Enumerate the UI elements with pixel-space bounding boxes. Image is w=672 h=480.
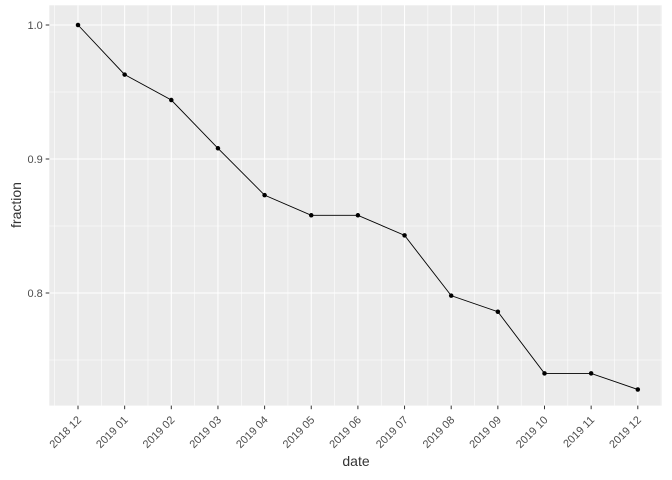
data-point	[262, 192, 267, 198]
x-tick-label: 2019 02	[141, 414, 178, 451]
data-point	[215, 146, 221, 151]
x-tick-label: 2019 12	[607, 414, 644, 451]
y-tick-label: 0.8	[28, 288, 43, 300]
panel-background	[49, 5, 663, 406]
data-point	[402, 233, 407, 238]
x-tick-label: 2019 11	[561, 414, 597, 450]
data-point	[635, 387, 641, 392]
y-tick-label: 0.9	[28, 154, 43, 166]
x-tick-label: 2019 03	[187, 414, 224, 451]
x-tick-label: 2019 09	[467, 414, 504, 451]
x-tick-label: 2019 05	[281, 414, 318, 451]
data-point	[495, 309, 501, 315]
data-point	[588, 371, 594, 376]
data-point	[75, 22, 81, 28]
data-point	[122, 72, 127, 77]
x-tick-label: 2019 08	[421, 414, 458, 451]
data-point	[448, 293, 454, 298]
x-tick-label: 2019 04	[234, 414, 271, 451]
y-axis-title: fraction	[8, 182, 24, 228]
data-point	[355, 213, 361, 218]
data-point	[542, 371, 547, 376]
x-tick-label: 2019 01	[94, 414, 131, 451]
x-tick-label: 2019 10	[514, 414, 551, 451]
x-tick-label: 2019 06	[327, 414, 364, 451]
x-axis-title: date	[342, 453, 370, 469]
x-tick-label: 2018 12	[48, 414, 85, 451]
data-point	[309, 213, 314, 218]
x-tick-label: 2019 07	[374, 414, 411, 451]
y-tick-label: 1.0	[28, 20, 43, 32]
data-point	[169, 97, 174, 103]
